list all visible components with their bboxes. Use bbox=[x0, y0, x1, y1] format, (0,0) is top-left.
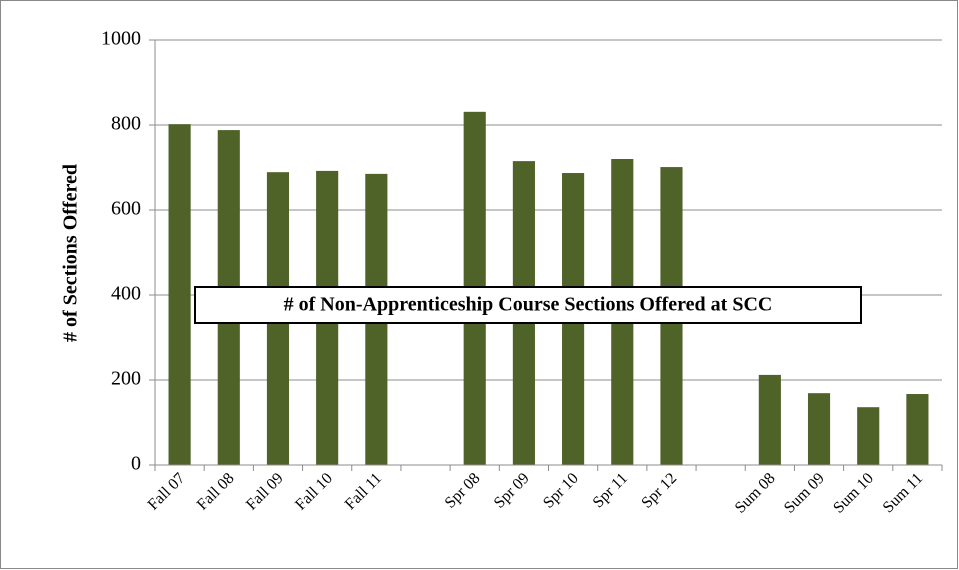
y-tick-label: 200 bbox=[111, 368, 141, 390]
y-tick-label: 0 bbox=[131, 453, 141, 475]
y-tick-label: 600 bbox=[111, 198, 141, 220]
bar bbox=[807, 393, 831, 465]
bar bbox=[168, 124, 191, 466]
y-tick-label: 1000 bbox=[101, 28, 141, 50]
y-tick-label: 800 bbox=[111, 113, 141, 135]
y-tick-label: 400 bbox=[111, 283, 141, 305]
bar bbox=[906, 394, 929, 465]
bar bbox=[857, 407, 880, 465]
chart-title: # of Non-Apprenticeship Course Sections … bbox=[284, 294, 773, 316]
y-axis-label: # of Sections Offered bbox=[60, 164, 82, 342]
title-box bbox=[194, 286, 862, 324]
bar bbox=[758, 374, 781, 465]
